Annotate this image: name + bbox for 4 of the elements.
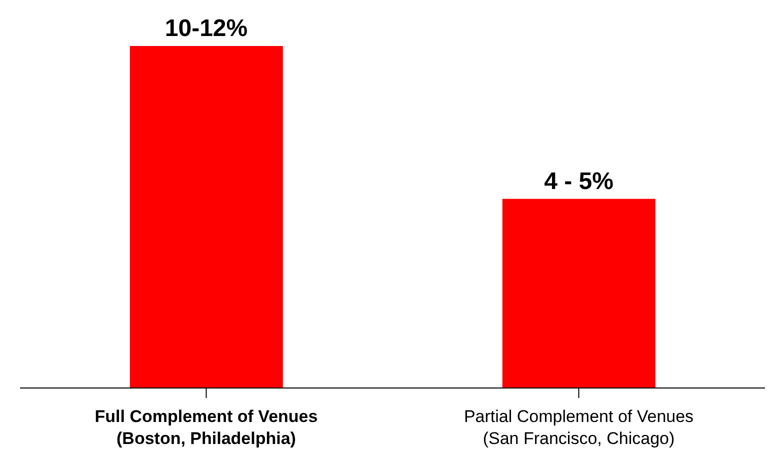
annotation: 10-12% bbox=[164, 15, 248, 42]
x-tick-label: Full Complement of Venues (Boston, Philadelphia) bbox=[94, 407, 318, 448]
x-tick-label: Partial Complement of Venues (San Francisco, Chicago) bbox=[464, 407, 694, 448]
annotation: 4 - 5% bbox=[544, 168, 614, 195]
